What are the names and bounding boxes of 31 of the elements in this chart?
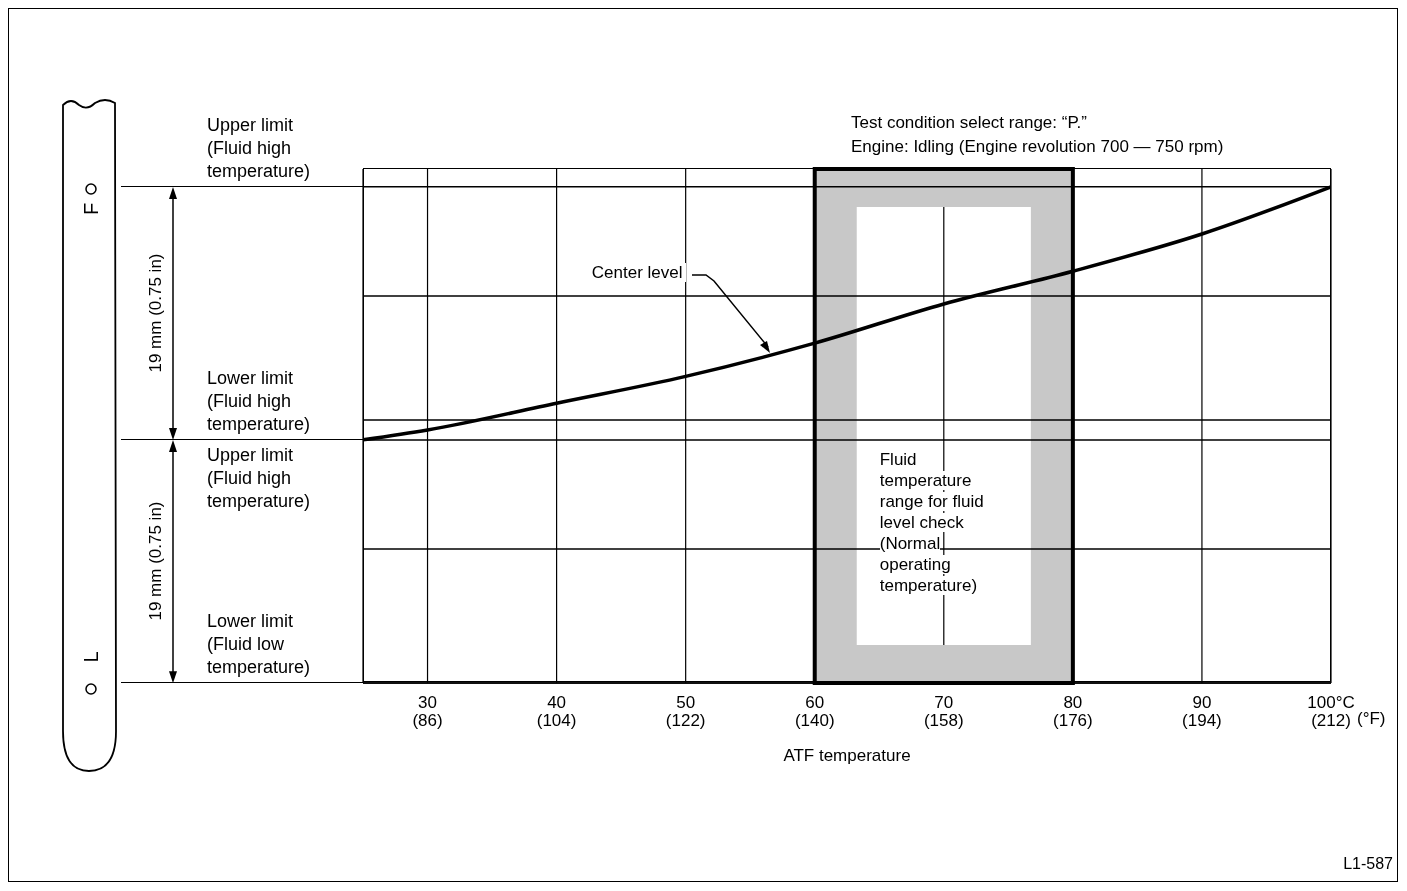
chart-subtitle: Engine: Idling (Engine revolution 700 — 750 rpm): [851, 136, 1225, 158]
ref-line-label: Upper limit (Fluid high temperature): [207, 113, 312, 183]
text: Upper limit (Fluid high temperature): [207, 443, 312, 513]
x2-tick-label: (176): [1053, 711, 1093, 730]
x-tick-label: 70: [934, 693, 954, 713]
x-tick-label: 50: [676, 693, 696, 713]
chart-title: Test condition select range: “P.”: [851, 112, 1088, 134]
band-label: Fluid temperature range for fluid level check (Normal operating temperature): [879, 450, 984, 595]
x-tick-label: 90: [1192, 693, 1212, 713]
x2-tick-label: (140): [794, 711, 835, 730]
x-tick-label: 100°C: [1307, 693, 1355, 713]
ref-line-label: Lower limit (Fluid high temperature): [207, 366, 312, 436]
x2-tick-label: (122): [665, 711, 706, 730]
text: L: [79, 650, 103, 665]
text: 19 mm (0.75 in): [145, 500, 166, 623]
x2-tick-label: (194): [1182, 711, 1222, 730]
ref-line-label: Lower limit (Fluid low temperature): [207, 610, 312, 679]
x-tick-label: 80: [1063, 693, 1083, 713]
x2-tick-label: (158): [923, 711, 964, 730]
x2-tick-label: (104): [536, 711, 577, 730]
x-tick-label: 30: [418, 693, 437, 713]
x2-tick-label: (212): [1311, 711, 1351, 730]
annotation: Center level: [588, 263, 686, 283]
x-tick-label: 40: [547, 693, 567, 713]
x-tick-label: 60: [805, 693, 825, 713]
x2-axis-title: (°F): [1357, 709, 1386, 729]
text: 19 mm (0.75 in): [145, 252, 166, 375]
text: F: [79, 201, 103, 218]
text: L1-587: [1342, 855, 1393, 873]
x-axis-title: ATF temperature: [782, 746, 912, 766]
x2-tick-label: (86): [412, 711, 443, 730]
